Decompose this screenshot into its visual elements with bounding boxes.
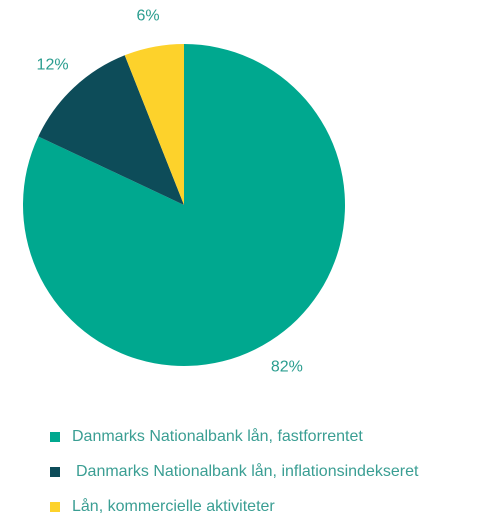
legend-label: Danmarks Nationalbank lån, inflationsind…: [76, 462, 419, 480]
legend-label: Lån, kommercielle aktiviteter: [72, 497, 275, 515]
legend-swatch: [50, 432, 60, 442]
pie-slice: [124, 44, 184, 205]
pie-slice: [22, 44, 345, 366]
legend-label: Danmarks Nationalbank lån, fastforrentet: [72, 427, 363, 445]
legend-swatch: [50, 467, 60, 477]
pie-slice: [38, 55, 184, 205]
legend-swatch: [50, 502, 60, 512]
data-label: 12%: [37, 56, 69, 73]
data-label: 82%: [271, 358, 303, 375]
data-label: 6%: [136, 8, 159, 25]
